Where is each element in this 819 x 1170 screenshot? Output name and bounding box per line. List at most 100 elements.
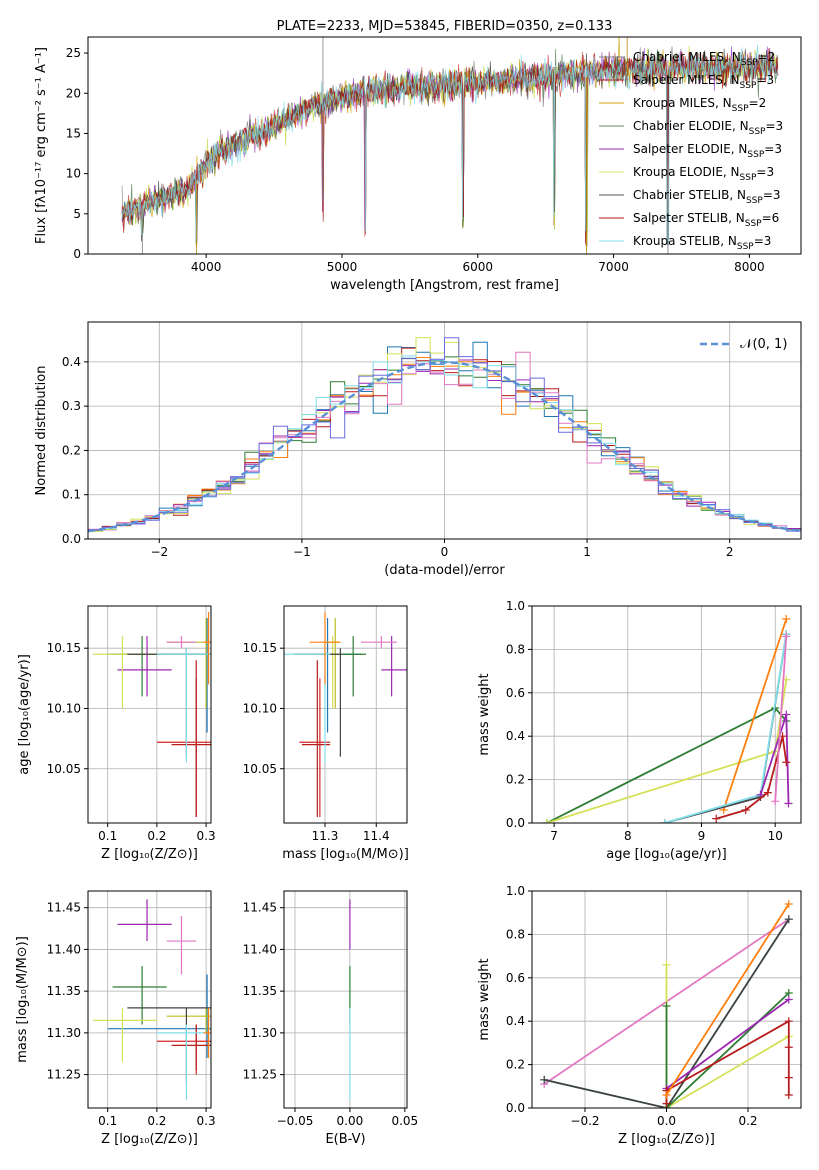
- x-axis-label: E(B-V): [325, 1132, 365, 1147]
- y-tick-label: 11.40: [47, 942, 81, 956]
- y-tick-label: 1.0: [506, 884, 525, 898]
- y-tick-label: 10.05: [47, 762, 81, 776]
- y-tick-label: 25: [66, 46, 81, 60]
- x-tick-label: −0.2: [570, 1114, 599, 1128]
- weight-marker-orange: [784, 900, 793, 909]
- legend-suffix: =3: [763, 188, 781, 202]
- x-tick-label: 0.2: [147, 1114, 166, 1128]
- legend-sub: SSP: [741, 58, 758, 68]
- x-tick-label: −1: [293, 545, 311, 559]
- x-tick-label: 0.00: [337, 1114, 364, 1128]
- y-tick-label: 11.45: [47, 901, 81, 915]
- mass_vs_Z-chart: 0.1 0.2 0.3 11.25 11.30 11.35 11.40 11.45 Z [log…: [15, 890, 216, 1147]
- x-tick-label: 8000: [734, 260, 765, 274]
- y-tick-label: 0.4: [506, 1014, 525, 1028]
- residuals-plot-area: [88, 337, 801, 533]
- weight-marker-pink: [782, 632, 791, 641]
- weight_vs_Z-plot-area: [540, 900, 793, 1108]
- x-axis-label: Z [log₁₀(Z/Z⊙)]: [101, 847, 198, 862]
- histogram-series: [88, 337, 801, 532]
- y-tick-label: 11.25: [47, 1068, 81, 1082]
- spectrum-line-salpeter_stelib: [121, 48, 779, 245]
- weight-marker-salpeter_stelib: [741, 805, 750, 814]
- y-tick-label: 11.35: [243, 984, 277, 998]
- weight-marker-salpeter_elodie: [782, 710, 791, 719]
- y-tick-label: 10.10: [243, 701, 277, 715]
- x-tick-label: 0.2: [147, 829, 166, 843]
- weight-marker-salpeter_elodie: [784, 995, 793, 1004]
- y-tick-label: 10.15: [243, 641, 277, 655]
- legend-sub: SSP: [740, 81, 757, 91]
- x-axis-label: Z [log₁₀(Z/Z⊙)]: [618, 1132, 715, 1147]
- y-axis-label: mass weight: [477, 958, 492, 1040]
- y-tick-label: 11.30: [243, 1026, 277, 1040]
- legend-label-salpeter_miles: Salpeter MILES, NSSP=3: [633, 73, 774, 91]
- y-tick-label: 11.40: [243, 942, 277, 956]
- x-tick-label: 0.3: [197, 829, 216, 843]
- x-tick-label: 1: [583, 545, 591, 559]
- y-tick-label: 1.0: [506, 599, 525, 613]
- weight-marker-orange: [782, 615, 791, 624]
- weight-marker-salpeter_stelib: [784, 1090, 793, 1099]
- x-tick-label: 4000: [191, 260, 222, 274]
- legend-label-chabrier_miles: Chabrier MILES, NSSP=2: [633, 50, 775, 68]
- y-tick-label: 0.3: [62, 399, 81, 413]
- legend-sub: SSP: [732, 104, 749, 114]
- weight-line-chabrier_elodie: [665, 992, 790, 1108]
- legend-sub: SSP: [737, 242, 754, 252]
- y-tick-label: 5: [73, 207, 81, 221]
- y-tick-label: 0: [73, 247, 81, 261]
- axes-frame: [87, 321, 802, 540]
- x-tick-label: −0.05: [277, 1114, 314, 1128]
- y-tick-label: 20: [66, 86, 81, 100]
- legend-suffix: =3: [756, 73, 774, 87]
- weight-line-pink: [774, 636, 788, 802]
- legend-suffix: =2: [758, 50, 776, 64]
- x-tick-label: 8: [624, 829, 632, 843]
- weight-line-chabrier_stelib: [543, 918, 790, 1108]
- legend-label-kroupa_miles: Kroupa MILES, NSSP=2: [633, 96, 766, 114]
- x-tick-label: 7: [550, 829, 558, 843]
- x-axis-label: Z [log₁₀(Z/Z⊙)]: [101, 1132, 198, 1147]
- age_vs_mass-chart: 11.3 11.4 10.05 10.10 10.15 mass [log₁₀(M/M⊙)…: [243, 605, 409, 862]
- legend-sub: SSP: [745, 219, 762, 229]
- legend-text: Chabrier MILES, N: [633, 50, 741, 64]
- legend-suffix: =3: [764, 142, 782, 156]
- weight-line-orange: [665, 903, 790, 1096]
- x-tick-label: 9: [698, 829, 706, 843]
- histogram-series: [88, 355, 801, 531]
- legend-sub: SSP: [749, 127, 766, 137]
- y-axis-label: age [log₁₀(age/yr)]: [17, 654, 32, 775]
- x-tick-label: 0.3: [197, 1114, 216, 1128]
- legend-suffix: =3: [756, 165, 774, 179]
- y-tick-label: 11.25: [243, 1068, 277, 1082]
- x-tick-label: 10: [768, 829, 783, 843]
- y-tick-label: 10.10: [47, 701, 81, 715]
- weight-marker-salpeter_stelib: [712, 814, 721, 823]
- spectrum-plot-area: [121, 37, 779, 254]
- legend-suffix: =3: [765, 119, 783, 133]
- legend-label-salpeter_stelib: Salpeter STELIB, NSSP=6: [633, 211, 779, 229]
- weight-marker-salpeter_stelib: [782, 758, 791, 767]
- weight-marker-kroupa_stelib: [660, 819, 669, 823]
- mass_vs_ebv-chart: −0.05 0.00 0.05 11.25 11.30 11.35 11.40 11.45 E(…: [243, 890, 418, 1147]
- weight-marker-orange: [662, 1090, 671, 1099]
- legend-sub: SSP: [740, 173, 757, 183]
- x-axis-label: wavelength [Angstrom, rest frame]: [330, 278, 559, 293]
- weight-line-orange: [722, 618, 788, 811]
- spectrum-chart: 4000 5000 6000 7000 8000 0 5 10 15 20 25 wavelength…: [34, 19, 802, 293]
- y-tick-label: 10.05: [243, 762, 277, 776]
- x-tick-label: 2: [726, 545, 734, 559]
- weight-marker-salpeter_stelib: [784, 1017, 793, 1026]
- y-tick-label: 0.4: [506, 729, 525, 743]
- weight-marker-chabrier_elodie: [662, 1002, 671, 1011]
- weight-line-salpeter_elodie: [759, 714, 790, 804]
- legend-text: Salpeter MILES, N: [633, 73, 740, 87]
- x-axis-label: age [log₁₀(age/yr)]: [606, 847, 727, 862]
- age_vs_Z-chart: 0.1 0.2 0.3 10.05 10.10 10.15 Z [log₁₀(Z/Z⊙)] a…: [17, 605, 216, 862]
- legend-suffix: =3: [754, 234, 772, 248]
- legend-sub: SSP: [746, 196, 763, 206]
- weight-line-kroupa_elodie: [546, 679, 788, 823]
- mass_vs_Z-plot-area: [92, 899, 211, 1100]
